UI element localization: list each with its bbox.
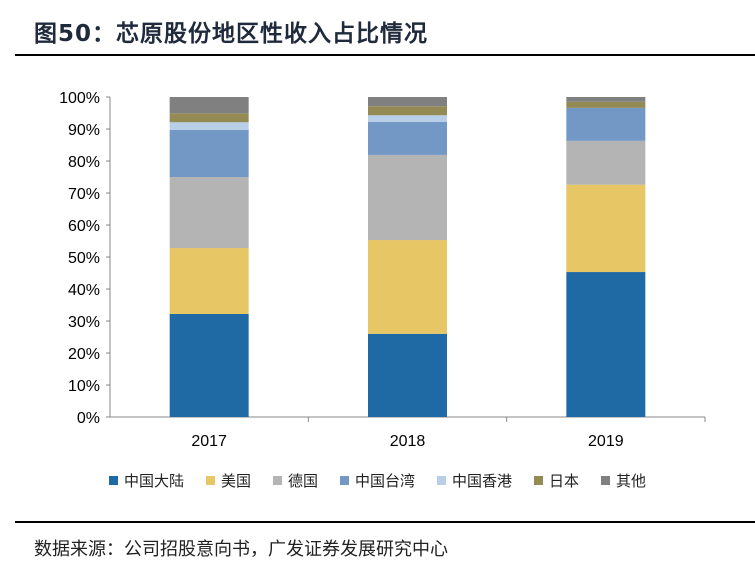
- bar-segment-2018-3: [368, 121, 447, 155]
- y-tick-label: 20%: [68, 346, 100, 363]
- bar-segment-2017-1: [169, 248, 249, 314]
- bar-segment-2018-0: [368, 333, 447, 417]
- bar-segment-2019-5: [566, 101, 646, 108]
- stacked-bar-chart: 0% 10% 20% 30% 40% 50% 60% 70% 80% 90% 100% 2017 201…: [59, 90, 706, 450]
- legend-swatch: [272, 476, 282, 485]
- x-tick-label: 2017: [191, 433, 227, 450]
- legend-label: 德国: [287, 472, 318, 490]
- legend-label: 其他: [616, 472, 647, 490]
- legend-label: 日本: [549, 472, 580, 490]
- y-tick-label: 50%: [68, 250, 100, 267]
- bar-segment-2017-0: [169, 313, 249, 417]
- bar-segment-2018-1: [368, 240, 447, 334]
- bar-segment-2018-5: [368, 106, 447, 116]
- x-tick-label: 2018: [390, 433, 426, 450]
- legend-label: 美国: [220, 472, 251, 490]
- y-tick-label: 40%: [68, 282, 100, 299]
- bar-segment-2019-2: [566, 140, 646, 185]
- bar-segment-2018-4: [368, 115, 447, 122]
- y-tick-label: 30%: [68, 314, 100, 331]
- y-tick-label: 80%: [68, 154, 100, 171]
- legend-label: 中国香港: [452, 472, 513, 490]
- legend-swatch: [108, 476, 118, 485]
- bar-segment-2018-6: [368, 97, 447, 107]
- title-rule: [15, 54, 755, 56]
- x-tick-label: 2019: [588, 433, 624, 450]
- bar-segment-2018-2: [368, 154, 447, 241]
- bar-segment-2017-3: [169, 129, 249, 177]
- legend-swatch: [339, 476, 349, 485]
- legend-swatch: [205, 476, 215, 485]
- legend-swatch: [601, 476, 611, 485]
- legend-item: 德国: [272, 470, 318, 491]
- bar-segment-2019-1: [566, 184, 646, 273]
- legend-item: 美国: [205, 470, 251, 491]
- legend-item: 中国台湾: [339, 470, 415, 491]
- bar-segment-2019-6: [566, 97, 646, 102]
- legend-item: 日本: [534, 470, 579, 491]
- bar-segment-2017-2: [169, 177, 249, 249]
- legend-item: 中国大陆: [108, 470, 184, 491]
- y-tick-label: 100%: [59, 90, 100, 107]
- bar-segment-2019-3: [566, 107, 646, 141]
- bar-segment-2017-4: [169, 122, 249, 130]
- legend: 中国大陆 美国 德国 中国台湾 中国香港 日本 其他: [0, 470, 755, 491]
- y-tick-label: 90%: [68, 122, 100, 139]
- legend-label: 中国台湾: [354, 472, 415, 490]
- legend-swatch: [534, 476, 544, 485]
- source-note: 数据来源：公司招股意向书，广发证券发展研究中心: [34, 539, 448, 560]
- bar-segment-2017-5: [169, 113, 249, 123]
- y-tick-label: 70%: [68, 186, 100, 203]
- legend-swatch: [437, 476, 446, 485]
- y-tick-label: 60%: [68, 218, 100, 235]
- bar-segment-2017-6: [169, 97, 249, 114]
- y-tick-label: 0%: [77, 410, 100, 427]
- source-rule: [15, 521, 755, 523]
- bar-segment-2019-0: [566, 272, 646, 417]
- legend-item: 中国香港: [437, 470, 512, 491]
- y-tick-label: 10%: [68, 378, 100, 395]
- legend-label: 中国大陆: [123, 472, 184, 490]
- figure-title: 图50：芯原股份地区性收入占比情况: [34, 21, 429, 47]
- legend-item: 其他: [601, 470, 646, 491]
